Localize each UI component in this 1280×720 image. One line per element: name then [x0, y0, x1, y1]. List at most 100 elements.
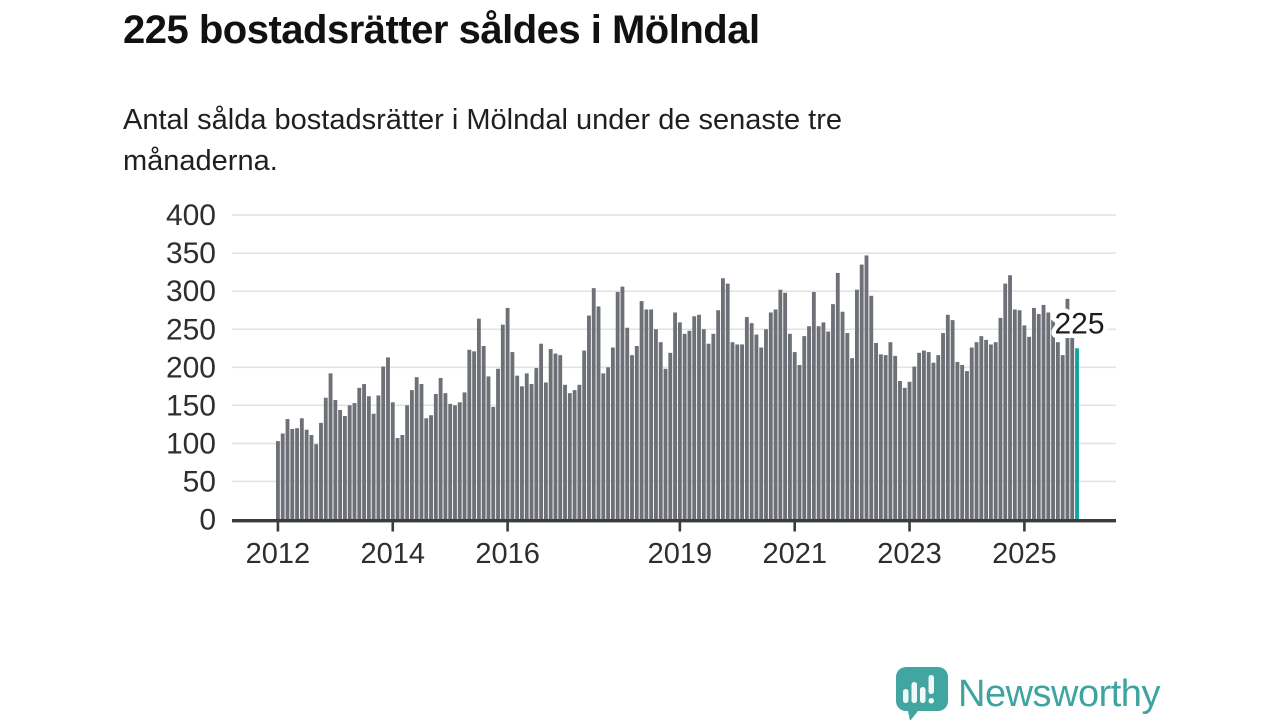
bar	[869, 295, 874, 520]
bar	[481, 345, 486, 520]
bar	[1070, 336, 1075, 520]
newsworthy-bubble-icon	[896, 667, 948, 720]
bar	[912, 366, 917, 520]
bar	[587, 315, 591, 520]
bar	[807, 326, 811, 520]
bar	[1041, 304, 1046, 520]
bar	[802, 336, 807, 520]
bar	[591, 288, 596, 520]
bar	[668, 352, 673, 520]
bar	[395, 438, 400, 520]
bar	[850, 358, 855, 520]
bar	[572, 390, 577, 520]
bar	[926, 352, 931, 520]
bar	[496, 368, 500, 520]
bar	[1046, 312, 1051, 520]
bar	[936, 355, 941, 520]
bars	[276, 255, 1079, 520]
bar	[299, 418, 304, 520]
bar	[476, 318, 481, 520]
logo-bar-2	[911, 682, 917, 703]
bar	[716, 310, 721, 520]
bar	[596, 306, 601, 520]
bar	[764, 329, 768, 520]
bar	[988, 344, 993, 520]
bar	[1017, 310, 1022, 520]
y-axis-labels: 0 50 100 150 200 250 300 350 400	[166, 199, 216, 536]
bar	[1032, 307, 1036, 520]
bar	[314, 444, 319, 520]
newsworthy-wordmark: Newsworthy	[958, 673, 1160, 715]
bar	[888, 342, 893, 520]
chart-title: 225 bostadsrätter såldes i Mölndal	[123, 8, 760, 52]
bar	[467, 349, 472, 520]
bar	[974, 342, 979, 520]
bar	[352, 403, 357, 520]
bar	[400, 435, 405, 520]
bar	[558, 355, 563, 520]
bar	[692, 316, 697, 520]
bar	[706, 343, 711, 520]
bar	[960, 365, 965, 520]
bar	[1027, 336, 1032, 520]
bar	[472, 351, 477, 520]
logo-exclamation-dot	[928, 698, 934, 704]
newsworthy-logo: Newsworthy	[896, 667, 1161, 720]
bar	[893, 355, 898, 520]
x-tick-label: 2012	[246, 538, 311, 570]
bar	[601, 373, 606, 520]
bar	[950, 320, 955, 520]
bar	[381, 366, 386, 520]
bar	[673, 312, 677, 520]
bar	[510, 352, 515, 520]
bar	[548, 349, 553, 520]
bar	[921, 350, 926, 520]
bar	[1051, 320, 1056, 520]
bar	[687, 330, 692, 520]
highlight-value-label: 225	[1054, 307, 1104, 340]
bar	[524, 373, 529, 520]
bar	[941, 333, 945, 520]
y-tick-label: 350	[166, 237, 216, 270]
bar	[338, 409, 343, 520]
x-axis-labels: 2012 2014 2016 2019 2021 2023 2025	[246, 522, 1057, 570]
bar	[697, 314, 701, 520]
x-tick-label: 2019	[648, 538, 713, 570]
bar	[347, 405, 352, 520]
bar	[1036, 314, 1041, 520]
bar	[295, 428, 299, 520]
bar	[945, 314, 950, 520]
bar	[280, 433, 285, 520]
bar	[529, 384, 534, 520]
bar	[658, 342, 663, 520]
bar	[625, 327, 630, 520]
bar	[783, 292, 788, 520]
bar	[615, 291, 620, 520]
bar	[874, 342, 878, 520]
bar	[438, 377, 443, 520]
bar	[984, 339, 989, 520]
bar	[898, 381, 902, 520]
bar	[749, 323, 754, 520]
bar	[811, 291, 816, 520]
bar	[342, 416, 347, 520]
bar	[366, 396, 371, 520]
y-tick-label: 50	[183, 465, 216, 498]
bar	[500, 324, 505, 520]
bar	[577, 384, 582, 520]
bar	[491, 406, 496, 520]
bar	[821, 322, 826, 520]
bar	[419, 384, 424, 520]
bar	[721, 278, 725, 520]
bar	[405, 405, 410, 520]
bar	[955, 361, 960, 520]
bar	[654, 329, 658, 520]
bar	[448, 403, 453, 520]
bar	[276, 441, 280, 520]
logo-bar-3	[920, 687, 926, 703]
bar	[1012, 309, 1017, 520]
logo-bar-1	[903, 689, 909, 703]
bar	[390, 402, 395, 520]
bar	[620, 286, 625, 520]
bar	[1003, 283, 1008, 520]
